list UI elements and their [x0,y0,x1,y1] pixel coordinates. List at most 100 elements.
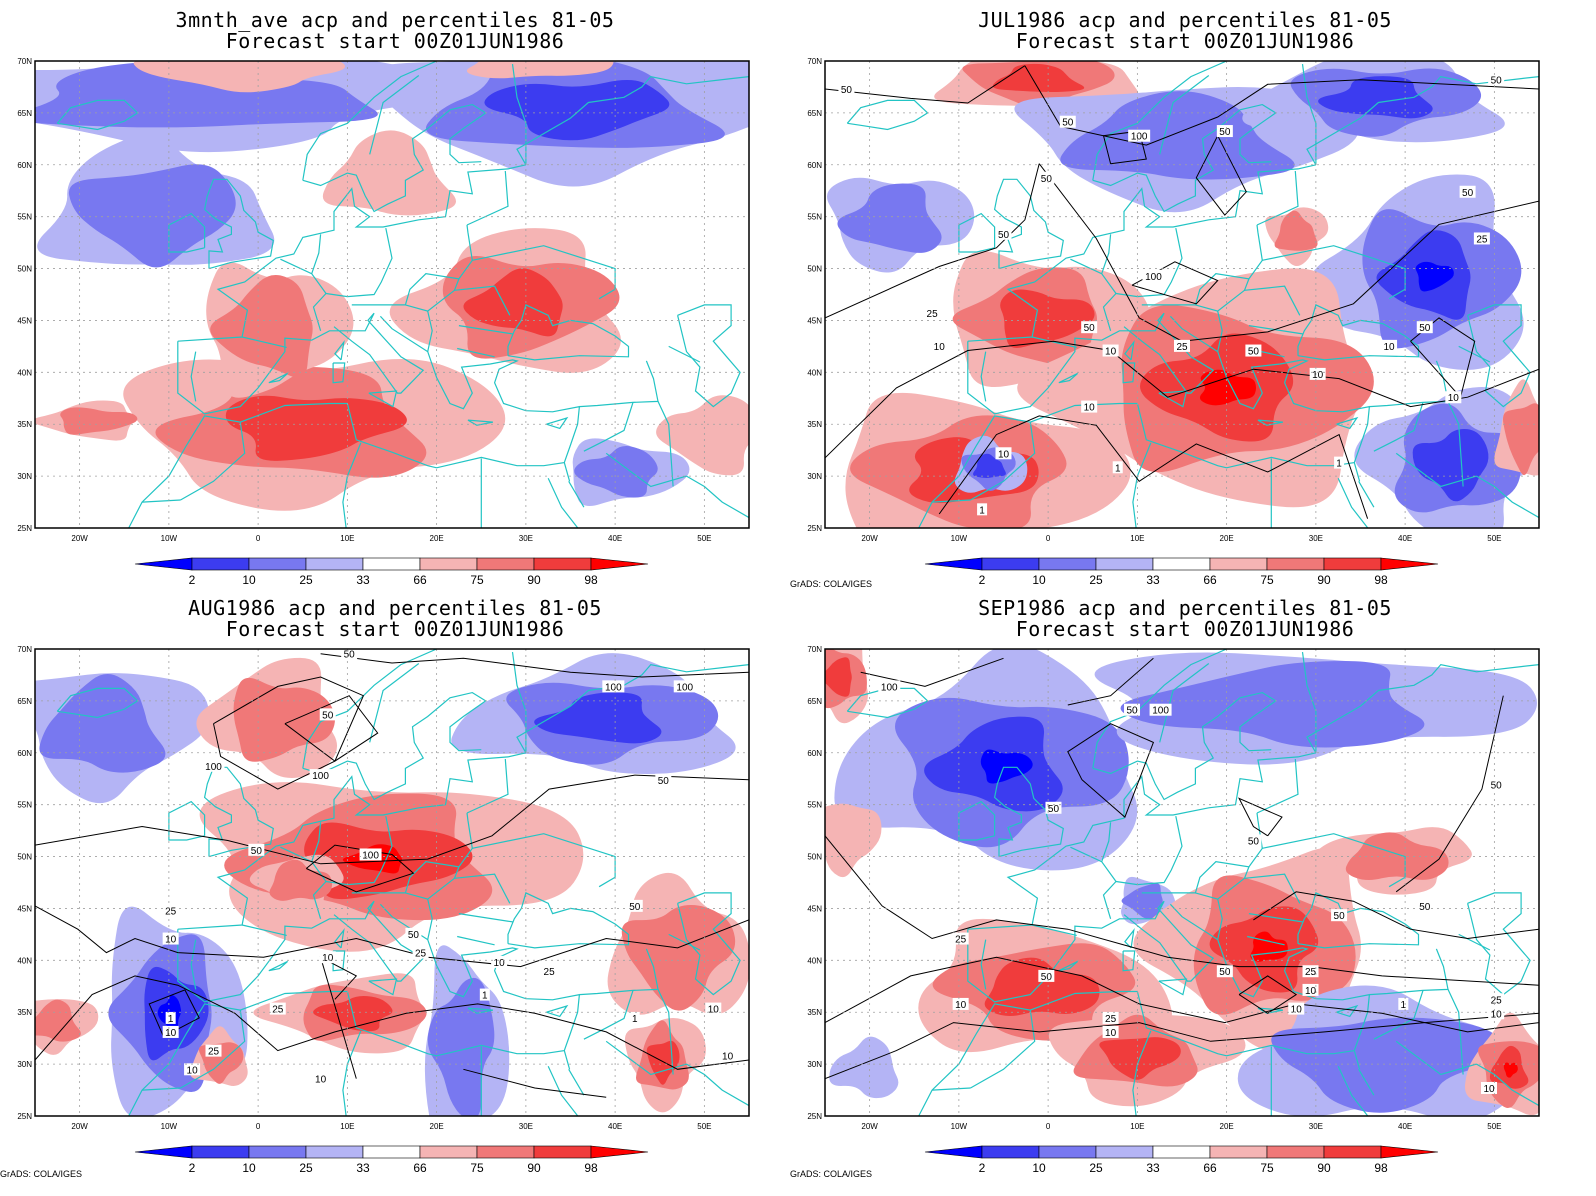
contour-line [938,415,1369,519]
contour-label: 50 [1491,780,1503,791]
coastline [203,178,274,270]
map-panel-aug: AUG1986 acp and percentiles 81-05 Foreca… [0,598,790,1196]
contour-line [148,989,200,1038]
coastline [311,822,322,862]
contour-label: 10 [708,1005,720,1016]
legend-arrow-left [134,1145,193,1159]
lon-tick-label: 20W [71,534,88,543]
shaded-area [484,79,670,141]
lat-tick-label: 65N [807,697,822,706]
lon-tick-label: 20E [1220,534,1234,543]
contour-label-bg [1128,129,1151,142]
contour-label-bg [202,759,225,772]
contour-label: 10 [1291,1005,1303,1016]
map-frame [34,648,750,1117]
contour-label-bg [1331,909,1348,922]
contour-label-bg [1112,461,1123,474]
legend-arrow-left [924,557,983,571]
coastline [342,1030,362,1116]
coastline [1306,663,1539,754]
coastline [980,939,987,990]
lon-tick-label: 10E [1130,1122,1144,1131]
contour-line [825,1012,1539,1080]
coastline [177,312,425,415]
legend-swatch [1323,557,1382,571]
shaded-area [973,453,1006,478]
legend-swatch [476,1145,535,1159]
coastline [457,935,495,946]
lat-tick-label: 45N [807,904,822,913]
contour-label-bg [1081,400,1098,413]
shaded-area [1271,1017,1505,1113]
coastline [190,939,197,990]
contour-label: 100 [312,771,329,782]
lat-tick-label: 50N [807,265,822,274]
shaded-area [1000,289,1095,349]
contour-line [825,65,1026,104]
coastline [1358,480,1375,508]
coastline [1247,935,1285,946]
contour-label-bg [952,932,969,945]
legend-label: 33 [356,573,370,587]
lon-tick-label: 10E [1130,534,1144,543]
contour-label-bg [629,1011,640,1024]
shaded-area [980,749,1033,784]
coastline [932,499,971,503]
lat-tick-label: 25N [807,1112,822,1121]
contour-label-bg [1059,115,1076,128]
coastline [1476,1063,1539,1107]
contour-line [319,956,358,1079]
coastline [1336,416,1359,430]
contour-label-bg [1488,993,1505,1006]
contour-label: 50 [1219,127,1231,138]
contour-label: 50 [1491,76,1503,87]
coastline [1158,978,1188,996]
contour-label-bg [1488,778,1505,791]
legend-label: 25 [1089,1161,1103,1175]
shaded-area [133,61,346,93]
legend-label: 25 [299,573,313,587]
coastline [605,452,687,488]
coastline [1369,948,1449,996]
coastline [454,873,511,904]
axes: 70N 65N 60N 55N 50N 45N 40N 35N 30N 25N 20W 10W 0 10E… [17,57,750,543]
lon-tick-label: 50E [697,534,711,543]
contour-line [1238,797,1283,837]
grads-credit: GrADS: COLA/IGES [790,1169,873,1179]
contour-label: 25 [272,1005,284,1016]
contour-label-bg [931,339,948,352]
legend-label: 98 [1374,1161,1388,1175]
legend-swatch [1038,1145,1097,1159]
shaded-area [1121,883,1163,920]
legend-label: 2 [979,573,986,587]
contour-label-bg [1398,997,1409,1010]
coastline [1257,1007,1284,1014]
coastline [583,402,634,452]
contour-label: 25 [1105,1014,1117,1025]
coastline [180,1010,246,1089]
contour-label-bg [1102,1011,1119,1024]
contour-label-bg [1245,834,1262,847]
contour-label-bg [1245,344,1262,357]
contour-line [35,975,749,1070]
contour-label: 10 [955,1000,967,1011]
coastline [1395,1040,1477,1076]
contour-label-bg [412,946,429,959]
lon-tick-label: 0 [1046,1122,1051,1131]
grads-credit: GrADS: COLA/IGES [0,1169,83,1179]
coastline [1358,1068,1375,1096]
shaded-area [210,274,313,378]
contour-label: 25 [165,907,177,918]
coastline [1257,419,1284,426]
shaded-area [463,268,563,337]
lat-tick-label: 45N [17,904,32,913]
legend-arrow-left [924,1145,983,1159]
shaded-area [534,692,662,744]
coastline [657,989,674,1075]
lon-tick-label: 30E [519,1122,533,1131]
coastline [1244,285,1301,316]
lon-tick-label: 40E [1398,1122,1412,1131]
shaded-area [39,673,166,773]
panel-title: AUG1986 acp and percentiles 81-05 [188,596,602,620]
coastline [1395,452,1477,488]
